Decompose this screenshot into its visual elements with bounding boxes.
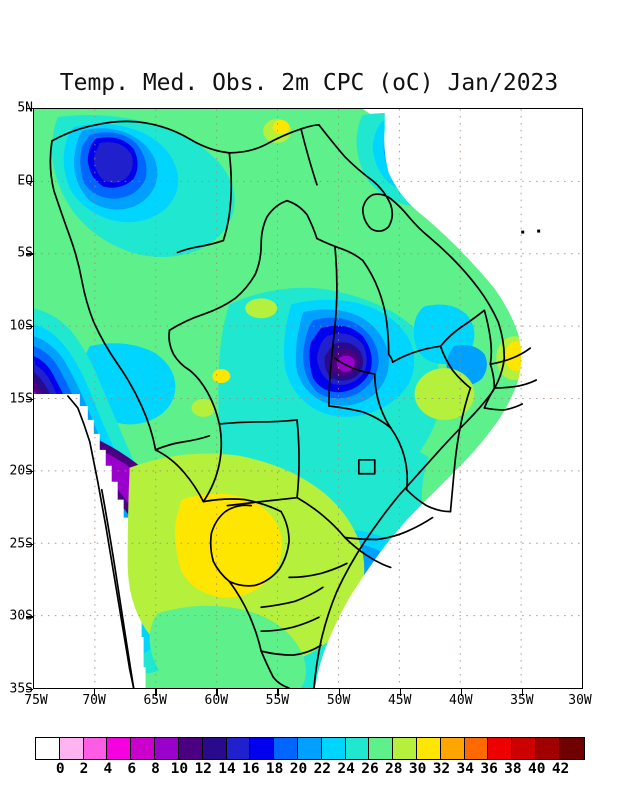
y-axis-label-5n: 5N — [17, 100, 33, 116]
colorbar-tick-4: 4 — [103, 761, 113, 777]
colorbar-cell-0[interactable] — [36, 738, 60, 759]
colorbar-tick-36: 36 — [480, 761, 498, 777]
ocean-pacific-stairs — [34, 394, 146, 688]
colorbar-tick-16: 16 — [242, 761, 260, 777]
colorbar-tick-30: 30 — [408, 761, 427, 777]
x-tick-50w — [338, 689, 340, 696]
colorbar-tick-42: 42 — [551, 761, 570, 777]
x-axis-label-40w: 40W — [449, 693, 473, 708]
x-axis-label-70w: 70W — [82, 693, 106, 708]
y-axis-label-20s: 20S — [9, 463, 33, 479]
y-axis-label-35s: 35S — [9, 681, 33, 697]
colorbar-cell-6[interactable] — [178, 738, 203, 759]
colorbar-cell-8[interactable] — [226, 738, 251, 759]
x-tick-70w — [94, 689, 96, 696]
map-plot-area[interactable] — [33, 108, 583, 689]
colorbar-tick-10: 10 — [170, 761, 189, 777]
colorbar-cell-10[interactable] — [274, 738, 298, 759]
y-axis-label-15s: 15S — [9, 391, 33, 406]
field-purple-tocantins-core — [336, 355, 355, 373]
y-tick-30s — [26, 616, 33, 618]
colorbar-tick-38: 38 — [504, 761, 522, 777]
y-tick-15s — [26, 398, 33, 400]
x-tick-60w — [216, 689, 218, 696]
colorbar-cell-21[interactable] — [536, 738, 560, 759]
colorbar-cell-4[interactable] — [131, 738, 156, 759]
y-tick-eq — [26, 180, 33, 182]
x-axis-label-65w: 65W — [143, 693, 167, 708]
x-axis-label-75w: 75W — [24, 693, 48, 708]
island-dot-1 — [521, 230, 525, 234]
colorbar-tick-20: 20 — [289, 761, 308, 777]
x-tick-40w — [460, 689, 463, 696]
x-tick-35w — [521, 689, 524, 696]
colorbar-cell-12[interactable] — [321, 738, 346, 759]
y-tick-5n — [26, 108, 33, 110]
x-axis-label-55w: 55W — [265, 693, 290, 708]
x-axis-label-30w: 30W — [568, 693, 592, 708]
colorbar-cell-17[interactable] — [440, 738, 465, 759]
colorbar-cell-5[interactable] — [155, 738, 179, 759]
colorbar-tick-18: 18 — [265, 761, 284, 777]
colorbar-cell-7[interactable] — [202, 738, 227, 759]
x-axis-label-60w: 60W — [204, 693, 229, 708]
field-yellow-core-inner — [188, 499, 270, 579]
colorbar[interactable] — [35, 737, 585, 760]
colorbar-cell-9[interactable] — [250, 738, 275, 759]
country-borders — [49, 120, 538, 688]
colorbar-tick-6: 6 — [127, 761, 137, 777]
colorbar-tick-22: 22 — [313, 761, 332, 777]
colorbar-tick-40: 40 — [528, 761, 546, 777]
colorbar-cell-22[interactable] — [559, 738, 584, 759]
colorbar-tick-14: 14 — [218, 761, 236, 777]
page-title: Temp. Med. Obs. 2m CPC (oC) Jan/2023 — [59, 70, 559, 96]
patch-yellowgreen-para — [245, 298, 278, 319]
colorbar-cell-3[interactable] — [107, 738, 132, 759]
colorbar-tick-28: 28 — [385, 761, 403, 777]
colorbar-tick-32: 32 — [432, 761, 451, 777]
y-axis-label-10s: 10S — [9, 318, 33, 334]
x-tick-65w — [155, 689, 157, 696]
field-darknavy-nw — [93, 142, 133, 183]
y-tick-35s — [26, 689, 33, 691]
colorbar-cell-2[interactable] — [83, 738, 108, 759]
colorbar-cell-16[interactable] — [417, 738, 441, 759]
x-axis-label-35w: 35W — [510, 693, 534, 708]
colorbar-cell-1[interactable] — [59, 738, 84, 759]
y-axis-label-eq: EQ — [17, 173, 33, 189]
patch-yellowgreen-bahia — [414, 368, 475, 420]
colorbar-tick-0: 0 — [55, 761, 65, 777]
y-tick-5s — [26, 253, 33, 255]
colorbar-cell-11[interactable] — [297, 738, 322, 759]
y-axis-label-30s: 30S — [9, 608, 33, 624]
x-tick-55w — [277, 689, 279, 696]
x-axis-label-45w: 45W — [387, 693, 412, 708]
colorbar-tick-26: 26 — [361, 761, 379, 777]
y-axis-label-25s: 25S — [9, 536, 33, 552]
patch-yellowgreen-rondonia — [191, 398, 216, 417]
y-axis-label-5s: 5S — [17, 245, 33, 261]
colorbar-tick-2: 2 — [79, 761, 89, 777]
y-tick-25s — [26, 543, 33, 546]
colorbar-tick-24: 24 — [337, 761, 355, 777]
colorbar-cell-18[interactable] — [464, 738, 489, 759]
colorbar-cell-13[interactable] — [345, 738, 370, 759]
colorbar-tick-8: 8 — [151, 761, 160, 777]
temperature-contour-map — [34, 109, 582, 688]
grid-lines — [34, 109, 582, 688]
colorbar-cell-20[interactable] — [512, 738, 537, 759]
patch-yellow-north — [273, 119, 290, 134]
y-tick-20s — [26, 471, 33, 473]
colorbar-cell-19[interactable] — [488, 738, 513, 759]
colorbar-cell-14[interactable] — [369, 738, 394, 759]
x-tick-45w — [399, 689, 402, 696]
colorbar-cell-15[interactable] — [393, 738, 417, 759]
y-tick-10s — [26, 325, 33, 328]
field-green-rs — [149, 605, 307, 688]
patch-yellow-rondonia — [212, 369, 231, 384]
colorbar-tick-34: 34 — [456, 761, 474, 777]
x-axis-label-50w: 50W — [326, 693, 351, 708]
island-dot-2 — [537, 229, 541, 233]
colorbar-tick-12: 12 — [194, 761, 212, 777]
